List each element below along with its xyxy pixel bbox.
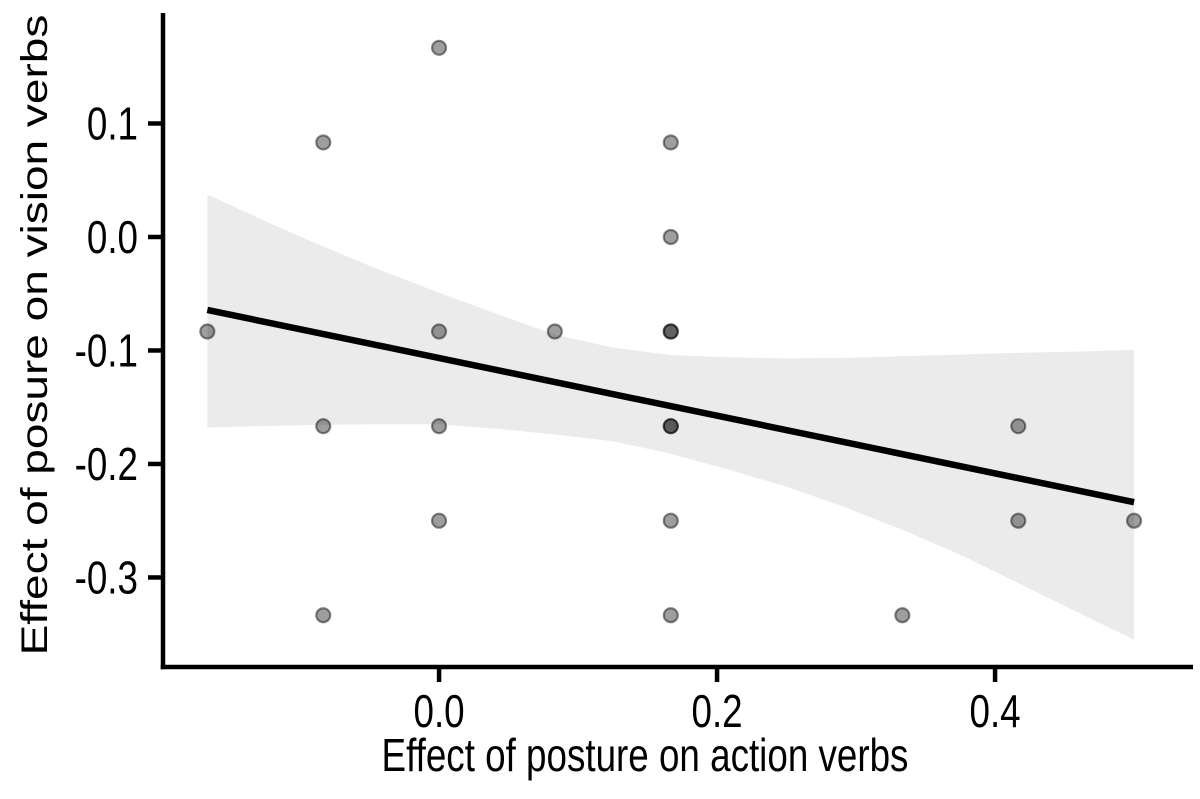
data-point xyxy=(662,418,679,435)
x-tick-label: 0.2 xyxy=(691,685,742,737)
data-point xyxy=(546,323,563,340)
y-tick-label: 0.0 xyxy=(87,211,138,263)
data-point xyxy=(662,228,679,246)
y-tick-label: -0.1 xyxy=(75,325,138,377)
x-tick-label: 0.0 xyxy=(413,685,464,737)
data-point xyxy=(315,607,332,624)
data-point xyxy=(199,323,216,340)
data-point xyxy=(662,607,679,624)
regression-line xyxy=(206,306,1135,506)
data-point xyxy=(430,418,448,435)
data-point xyxy=(430,512,448,529)
confidence-band xyxy=(207,194,1135,640)
y-tick-label: -0.3 xyxy=(75,551,138,603)
data-point xyxy=(662,418,679,435)
data-point xyxy=(662,134,679,151)
data-point xyxy=(1010,418,1027,435)
data-point xyxy=(430,323,448,340)
data-point xyxy=(662,512,679,529)
data-point xyxy=(662,323,679,340)
axis-layer: 0.0 0.2 0.4 0.1 0.0 -0.1 -0.2 -0.3 xyxy=(75,13,1193,737)
data-point xyxy=(1010,512,1027,529)
regression-line-layer xyxy=(206,306,1135,506)
x-tick-label: 0.4 xyxy=(969,685,1020,737)
data-point xyxy=(1125,512,1143,529)
data-point-layer xyxy=(199,39,1143,624)
x-axis-title: Effect of posture on action verbs xyxy=(382,729,909,781)
data-point xyxy=(894,607,911,624)
confidence-band-layer xyxy=(207,194,1135,640)
data-point xyxy=(662,323,679,340)
data-point xyxy=(315,418,332,435)
data-point xyxy=(430,39,448,56)
y-tick-label: -0.2 xyxy=(75,438,138,490)
data-point xyxy=(315,134,332,151)
y-axis-title: Effect of posure on vision verbs xyxy=(13,15,55,656)
y-tick-label: 0.1 xyxy=(87,98,138,150)
